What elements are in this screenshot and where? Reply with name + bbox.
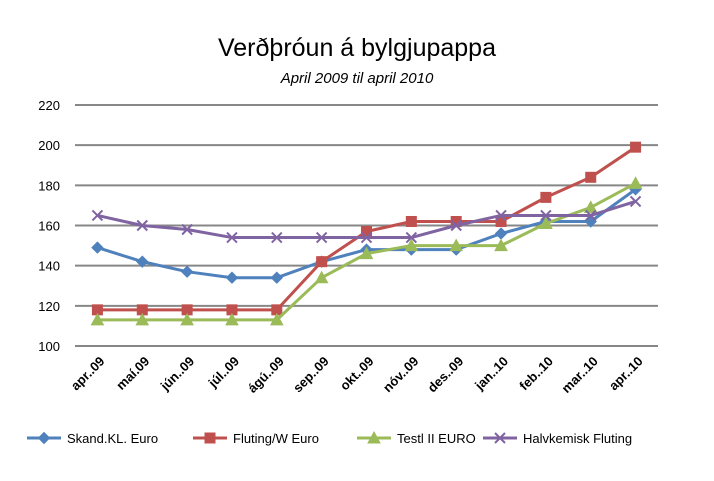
x-tick-label: jún..09 xyxy=(157,354,197,394)
data-point-4 xyxy=(450,219,462,232)
data-point-3 xyxy=(90,312,105,326)
data-point-4 xyxy=(315,231,328,244)
x-tick-label: des..09 xyxy=(425,354,467,396)
data-point-2 xyxy=(316,256,328,268)
data-point-4 xyxy=(405,231,418,244)
chart-subtitle: April 2009 til april 2010 xyxy=(280,70,434,87)
x-tick-label: mar..10 xyxy=(559,354,601,396)
data-point-3 xyxy=(225,312,239,326)
data-point-3 xyxy=(135,312,150,326)
data-point-1 xyxy=(180,265,194,278)
y-tick-label: 160 xyxy=(38,219,60,234)
data-point-2 xyxy=(630,141,642,153)
data-point-1 xyxy=(136,255,149,268)
chart-title: Verðþróun á bylgjupappa xyxy=(217,34,496,62)
legend-marker-1 xyxy=(37,431,51,445)
data-point-2 xyxy=(540,191,552,203)
data-point-3 xyxy=(449,238,464,252)
x-tick-label: apr..09 xyxy=(68,354,108,394)
data-point-4 xyxy=(360,231,373,244)
data-point-4 xyxy=(181,223,193,236)
data-point-4 xyxy=(495,209,507,222)
data-point-3 xyxy=(404,238,419,252)
data-point-3 xyxy=(314,270,329,284)
legend-label-3: Testl II EURO xyxy=(397,431,476,446)
data-point-1 xyxy=(225,271,239,284)
legend-label-4: Halvkemisk Fluting xyxy=(523,431,632,446)
x-tick-label: apr..10 xyxy=(606,354,646,394)
data-point-3 xyxy=(269,312,284,326)
data-point-4 xyxy=(226,231,238,244)
y-tick-label: 120 xyxy=(38,299,60,314)
x-tick-label: nóv..09 xyxy=(380,354,422,396)
legend-label-1: Skand.KL. Euro xyxy=(67,431,158,446)
data-point-4 xyxy=(136,219,148,232)
data-point-2 xyxy=(405,215,417,227)
data-point-4 xyxy=(629,195,642,208)
y-tick-label: 200 xyxy=(38,138,60,153)
x-tick-label: maí.09 xyxy=(113,354,152,393)
x-tick-label: sep..09 xyxy=(290,354,332,396)
legend-marker-2 xyxy=(204,432,216,444)
legend-marker-3 xyxy=(367,430,381,444)
data-point-1 xyxy=(91,241,104,254)
x-tick-label: jan..10 xyxy=(471,354,511,394)
x-tick-label: okt..09 xyxy=(337,354,377,394)
data-point-4 xyxy=(91,209,104,222)
y-tick-label: 100 xyxy=(38,339,60,354)
legend-label-2: Fluting/W Euro xyxy=(233,431,319,446)
data-point-3 xyxy=(359,246,374,260)
data-point-3 xyxy=(180,312,194,326)
y-tick-label: 180 xyxy=(38,178,60,193)
y-tick-label: 140 xyxy=(38,259,60,274)
data-point-3 xyxy=(628,176,643,189)
data-point-4 xyxy=(540,209,552,222)
data-point-1 xyxy=(270,271,284,284)
data-point-3 xyxy=(583,200,598,213)
legend-marker-4 xyxy=(494,432,506,444)
data-point-1 xyxy=(494,227,508,240)
data-point-3 xyxy=(494,238,508,252)
y-tick-label: 220 xyxy=(38,98,60,113)
x-tick-label: ágú..09 xyxy=(245,354,287,396)
data-point-2 xyxy=(585,171,597,183)
data-point-4 xyxy=(585,209,597,222)
data-point-3 xyxy=(539,216,553,229)
data-point-4 xyxy=(271,231,283,244)
x-tick-label: júl..09 xyxy=(205,354,242,391)
x-tick-label: feb..10 xyxy=(516,354,556,394)
